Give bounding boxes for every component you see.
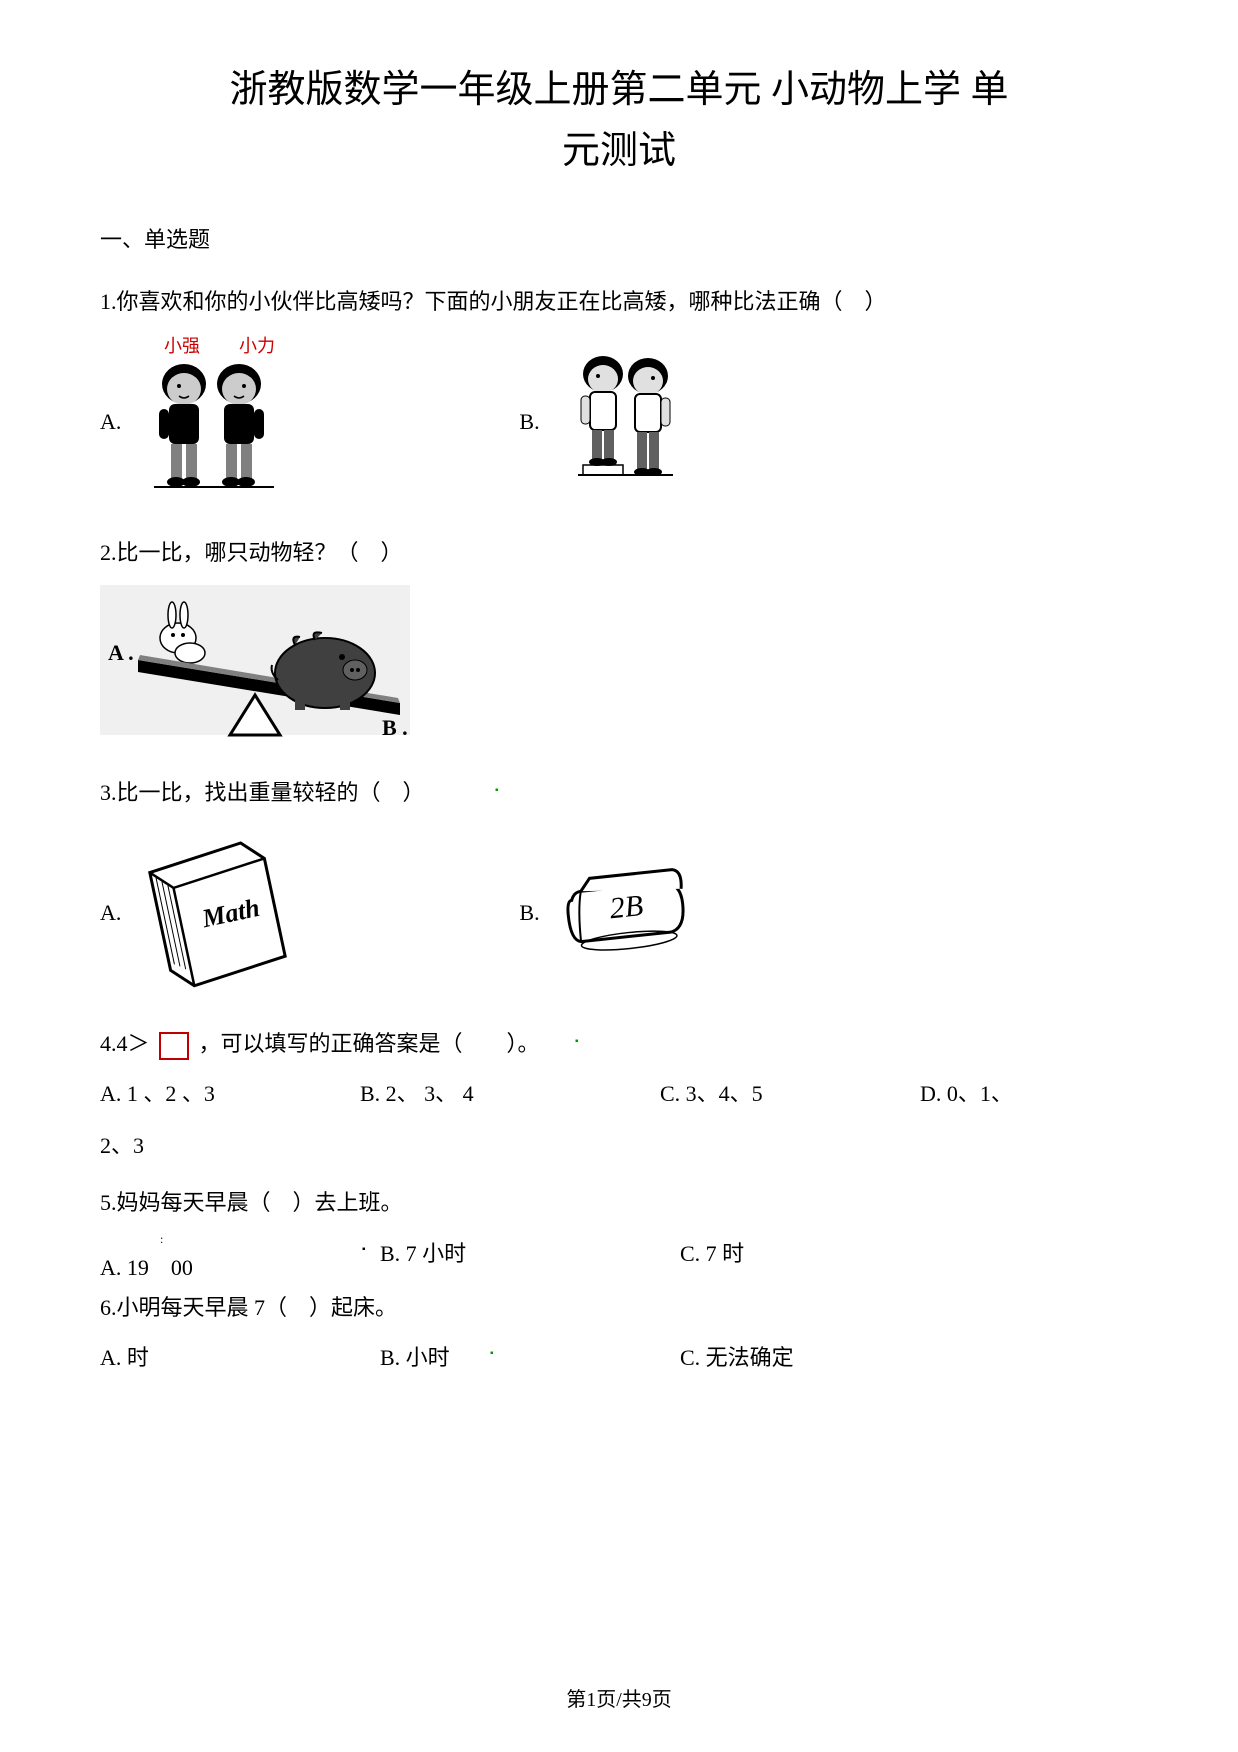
q6-optC: C. 无法确定 (680, 1340, 880, 1372)
colon-dots-icon: : (160, 1232, 163, 1247)
svg-text:A .: A . (108, 640, 134, 665)
q5-optC: C. 7 时 (680, 1236, 880, 1268)
q1-figure-a: 小强 小力 (129, 334, 299, 510)
q1-figure-b (548, 334, 698, 510)
q1-options: A. 小强 小力 (100, 334, 1138, 510)
svg-text:小强: 小强 (164, 336, 200, 356)
page-title: 浙教版数学一年级上册第二单元 小动物上学 单 元测试 (100, 60, 1138, 182)
q1-text: 1.你喜欢和你的小伙伴比高矮吗？下面的小朋友正在比高矮，哪种比法正确（ ） (100, 284, 1138, 319)
question-4: 4.4＞ ，可以填写的正确答案是（ ）。 ▪ A. 1 、2 、3 B. 2、 … (100, 1026, 1138, 1160)
green-mark-icon-2: ▪ (575, 1034, 579, 1050)
q5-optB-text: B. 7 小时 (380, 1241, 466, 1266)
q5-optB: ▪ B. 7 小时 (380, 1236, 680, 1268)
dot-icon: ▪ (362, 1244, 366, 1255)
svg-text:小力: 小力 (239, 336, 275, 356)
q3-text: 3.比一比，找出重量较轻的（ ） ▪ (100, 775, 1138, 810)
q6-options: A. 时 B. 小时 ▪ C. 无法确定 (100, 1340, 1138, 1372)
q5-text: 5.妈妈每天早晨（ ）去上班。 (100, 1185, 1138, 1220)
q4-prefix: 4.4＞ (100, 1031, 150, 1056)
q4-text: 4.4＞ ，可以填写的正确答案是（ ）。 ▪ (100, 1026, 1138, 1061)
q1-option-b: B. (519, 334, 697, 510)
question-3: 3.比一比，找出重量较轻的（ ） ▪ A. Math (100, 775, 1138, 1001)
green-mark-icon-3: ▪ (490, 1348, 494, 1359)
q4-optD-wrap: 2、3 (100, 1128, 1138, 1160)
q6-optB-text: B. 小时 (380, 1345, 450, 1370)
svg-text:2B: 2B (608, 889, 645, 925)
q2-figure: A . B . (100, 585, 1138, 750)
q6-optA: A. 时 (100, 1340, 380, 1372)
q4-optA: A. 1 、2 、3 (100, 1076, 360, 1108)
green-mark-icon: ▪ (495, 783, 499, 799)
q6-optB: B. 小时 ▪ (380, 1340, 680, 1372)
q4-optB: B. 2、 3、 4 (360, 1076, 660, 1108)
question-2: 2.比一比，哪只动物轻？（ ） A . (100, 535, 1138, 750)
q4-blank-box (159, 1032, 189, 1060)
q3-option-b: B. 2B (519, 855, 697, 971)
q4-options: A. 1 、2 、3 B. 2、 3、 4 C. 3、4、5 D. 0、1、 2… (100, 1076, 1138, 1160)
q5-optA: : A. 19 00 (100, 1236, 380, 1282)
q3-options: A. Math B. (100, 825, 1138, 1001)
svg-text:B .: B . (382, 715, 408, 740)
q4-optD: D. 0、1、 (920, 1076, 1070, 1108)
q5-options: : A. 19 00 ▪ B. 7 小时 C. 7 时 (100, 1236, 1138, 1282)
question-6: 6.小明每天早晨 7（ ）起床。 A. 时 B. 小时 ▪ C. 无法确定 (100, 1290, 1138, 1372)
q3-text-content: 3.比一比，找出重量较轻的（ ） (100, 780, 425, 805)
q3-figure-book: Math (129, 825, 299, 1001)
q4-suffix: ，可以填写的正确答案是（ ）。 (199, 1031, 540, 1056)
q3-figure-eraser: 2B (548, 855, 698, 971)
question-1: 1.你喜欢和你的小伙伴比高矮吗？下面的小朋友正在比高矮，哪种比法正确（ ） A.… (100, 284, 1138, 510)
page-footer: 第1页/共9页 (0, 1683, 1238, 1712)
q2-text: 2.比一比，哪只动物轻？（ ） (100, 535, 1138, 570)
question-5: 5.妈妈每天早晨（ ）去上班。 : A. 19 00 ▪ B. 7 小时 C. … (100, 1185, 1138, 1281)
q3-optA-label: A. (100, 900, 121, 926)
q3-option-a: A. Math (100, 825, 299, 1001)
q1-optA-label: A. (100, 409, 121, 435)
q1-optB-label: B. (519, 409, 539, 435)
title-line-2: 元测试 (562, 130, 676, 172)
q3-optB-label: B. (519, 900, 539, 926)
section-header: 一、单选题 (100, 222, 1138, 254)
q6-text: 6.小明每天早晨 7（ ）起床。 (100, 1290, 1138, 1325)
q5-optA-text: A. 19 00 (100, 1255, 193, 1280)
q1-option-a: A. 小强 小力 (100, 334, 299, 510)
q4-optC: C. 3、4、5 (660, 1076, 920, 1108)
title-line-1: 浙教版数学一年级上册第二单元 小动物上学 单 (229, 69, 1008, 111)
